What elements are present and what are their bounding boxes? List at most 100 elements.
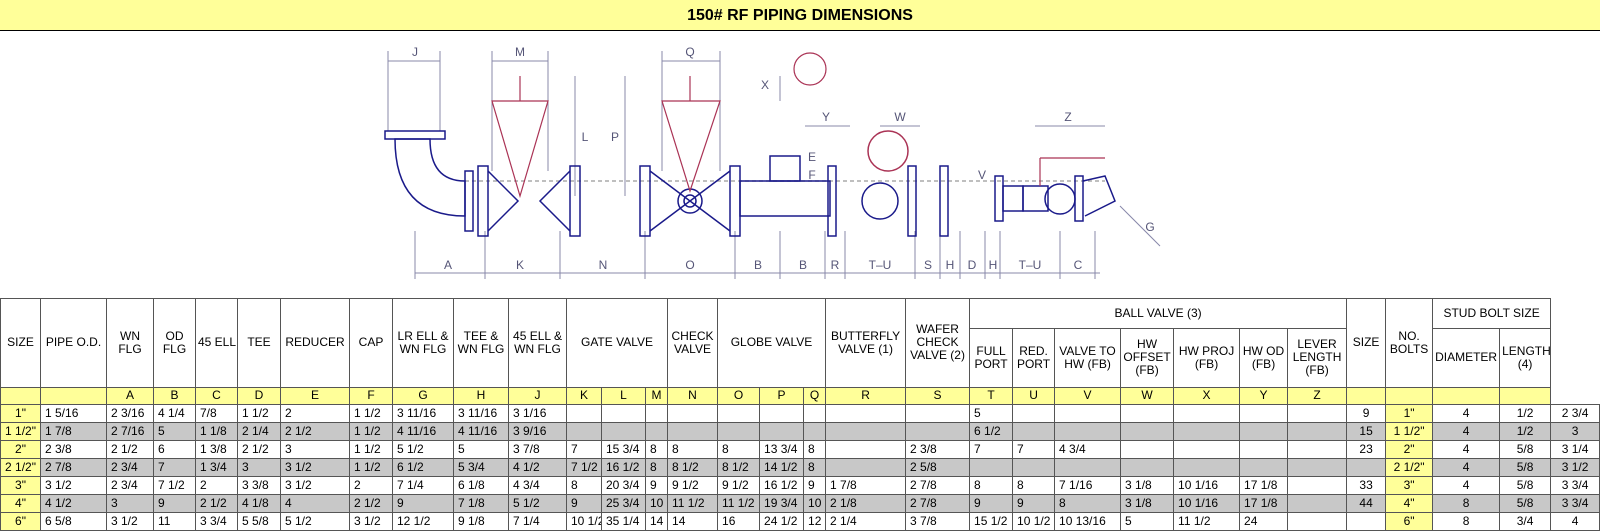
table-cell: 1 3/4 (195, 457, 238, 477)
table-cell: 8 (803, 439, 827, 459)
letter-cell: U (1012, 386, 1056, 405)
table-cell: 3 3/4 (1550, 475, 1600, 495)
table-cell: 1 1/2 (349, 439, 393, 459)
table-cell: 2 7/8 (905, 475, 971, 495)
table-row: 2" 2 3/8 2 1/2 6 1 3/8 2 1/2 3 1 1/2 5 1/2 5 3 7/8… (0, 439, 1600, 459)
table-cell: 5 (969, 403, 1014, 423)
table-cell: 4 (1432, 403, 1501, 423)
letter-cell: E (280, 386, 350, 405)
col-hw-offset: HW OFFSET (FB) (1120, 327, 1175, 388)
table-cell (1287, 511, 1348, 531)
table-cell (825, 403, 907, 423)
table-cell: 3 1/2 (1550, 457, 1600, 477)
table-cell (1120, 403, 1175, 423)
table-cell: 14 (644, 511, 669, 531)
table-cell: 11 1/2 (1173, 511, 1241, 531)
table-cell: 7 1/2 (566, 457, 602, 477)
table-cell (1012, 421, 1056, 441)
table-cell: 7 1/4 (392, 475, 454, 495)
letter-cell: N (667, 386, 719, 405)
table-cell: 10 1/2 (1012, 511, 1056, 531)
table-cell: 2 1/4 (237, 421, 281, 441)
dim-label-x: X (761, 78, 769, 92)
table-cell: 5 (453, 439, 509, 459)
col-od-flg: OD FLG (153, 298, 196, 388)
table-cell: 10 13/16 (1054, 511, 1122, 531)
dim-label-tu1: T–U (869, 258, 892, 272)
table-cell: 11 (153, 511, 196, 531)
table-cell: 15 (1346, 421, 1387, 441)
letter-cell: T (969, 386, 1014, 405)
table-cell: 5/8 (1499, 475, 1552, 495)
table-cell: 3 1/2 (106, 511, 154, 531)
table-cell: 9 1/2 (717, 475, 761, 495)
table-cell: 8 (667, 439, 719, 459)
dim-label-f: F (808, 168, 815, 182)
table-cell (759, 403, 805, 423)
table-cell: 1 3/8 (195, 439, 238, 459)
table-cell: 4 1/4 (153, 403, 196, 423)
letter-cell: V (1054, 386, 1122, 405)
table-cell: 1/2 (1499, 403, 1552, 423)
table-cell: 2 (349, 475, 393, 495)
table-cell (601, 403, 646, 423)
table-cell: 4 (280, 493, 350, 513)
dim-label-m: M (515, 45, 525, 59)
table-cell: 6 1/2 (969, 421, 1014, 441)
table-cell: 19 3/4 (759, 493, 805, 513)
col-45-ell: 45 ELL (195, 298, 238, 388)
table-cell: 2 7/8 (40, 457, 107, 477)
table-cell (1054, 421, 1122, 441)
table-cell: 6 5/8 (40, 511, 107, 531)
table-cell: 3 3/8 (237, 475, 281, 495)
table-cell: 8 (1054, 493, 1122, 513)
col-tee: TEE (237, 298, 281, 388)
dim-label-d: D (968, 258, 977, 272)
table-cell: 9 1/2 (667, 475, 719, 495)
letter-cell: W (1120, 386, 1175, 405)
table-cell: 2 1/2" (1385, 457, 1434, 477)
table-cell: 9 (644, 475, 669, 495)
table-cell: 2 1/4 (825, 511, 907, 531)
table-cell: 3 1/2 (349, 511, 393, 531)
table-cell: 11 1/2 (717, 493, 761, 513)
table-cell (717, 421, 761, 441)
table-cell (825, 439, 907, 459)
col-check-valve: CHECK VALVE (667, 298, 719, 388)
dim-label-e: E (808, 150, 816, 164)
table-cell: 3" (1385, 475, 1434, 495)
table-cell: 4 (1432, 439, 1501, 459)
col-pipe-od: PIPE O.D. (40, 298, 107, 388)
table-cell: 3 3/4 (195, 511, 238, 531)
table-cell: 2 3/4 (1550, 403, 1600, 423)
letter-cell: Y (1239, 386, 1289, 405)
table-cell: 8 1/2 (717, 457, 761, 477)
letter-cell: H (453, 386, 509, 405)
table-cell: 1 1/2" (1385, 421, 1434, 441)
col-45-ell-wn: 45 ELL & WN FLG (508, 298, 567, 388)
table-cell: 3 (280, 439, 350, 459)
col-wn-flg: WN FLG (106, 298, 154, 388)
table-cell: 4 (1432, 457, 1501, 477)
table-cell: 2 7/8 (905, 493, 971, 513)
piping-diagram: J M Q X Y W Z L P E F V G A K N O B B R … (384, 45, 1161, 279)
table-cell: 10 1/16 (1173, 493, 1241, 513)
table-cell: 9 (153, 493, 196, 513)
table-cell: 4 1/8 (237, 493, 281, 513)
table-cell: 20 3/4 (601, 475, 646, 495)
dim-label-g: G (1145, 220, 1154, 234)
table-row: 6" 6 5/8 3 1/2 11 3 3/4 5 5/8 5 1/2 3 1/2 12 1/2… (0, 511, 1600, 531)
table-cell: 2 1/2 (349, 493, 393, 513)
table-cell: 1 1/2 (349, 403, 393, 423)
letter-blank (1432, 386, 1501, 405)
table-cell: 1" (0, 403, 41, 423)
dim-label-h2: H (989, 258, 998, 272)
table-cell (825, 457, 907, 477)
table-row: 3" 3 1/2 2 3/4 7 1/2 2 3 3/8 3 1/2 2 7 1/4 6 1/8 4… (0, 475, 1600, 495)
table-cell: 3 (106, 493, 154, 513)
col-tee-wn: TEE & WN FLG (453, 298, 509, 388)
table-cell: 9 (1012, 493, 1056, 513)
table-cell: 12 1/2 (392, 511, 454, 531)
col-reducer: REDUCER (280, 298, 350, 388)
table-cell: 1 7/8 (825, 475, 907, 495)
